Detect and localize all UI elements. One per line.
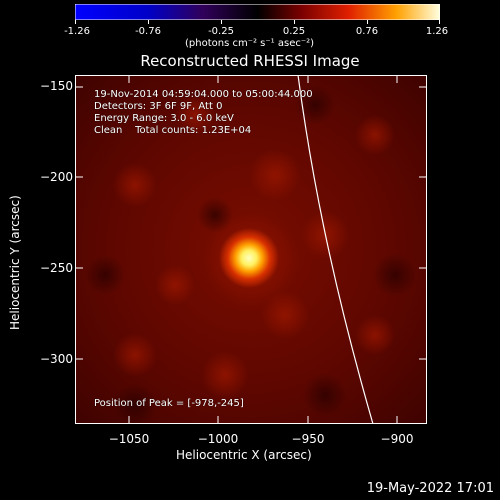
colorbar-tickmark (75, 20, 76, 24)
x-axis-label: Heliocentric X (arcsec) (176, 448, 312, 462)
time-range-label: 19-Nov-2014 04:59:04.000 to 05:00:44.000 (94, 89, 313, 100)
colorbar-tickmark (439, 20, 440, 24)
solar-image (75, 75, 427, 424)
colorbar-tick-label: 1.26 (425, 26, 449, 37)
x-tick-label: −1000 (197, 432, 239, 446)
footer-timestamp: 19-May-2022 17:01 (366, 481, 494, 496)
colorbar-tickmark (148, 20, 149, 24)
colorbar (75, 4, 440, 20)
colorbar-unit: (photons cm⁻² s⁻¹ asec⁻²) (185, 38, 315, 49)
y-axis-label: Heliocentric Y (arcsec) (8, 195, 22, 330)
energy-range-label: Energy Range: 3.0 - 6.0 keV (94, 113, 234, 124)
colorbar-tick-label: 0.76 (355, 26, 379, 37)
x-tick-label: −950 (291, 432, 325, 446)
detectors-label: Detectors: 3F 6F 9F, Att 0 (94, 101, 223, 112)
clean-counts-label: Clean Total counts: 1.23E+04 (94, 125, 252, 136)
flare-source (219, 228, 279, 288)
colorbar-tickmark (367, 20, 368, 24)
solar-limb (297, 75, 374, 424)
y-tick-label: −200 (40, 170, 73, 184)
colorbar-tick-label: -0.76 (135, 26, 161, 37)
colorbar-tick-label: -1.26 (64, 26, 90, 37)
x-tick-label: −900 (380, 432, 414, 446)
colorbar-tickmark (221, 20, 222, 24)
y-tick-label: −250 (40, 261, 73, 275)
y-tick-label: −300 (40, 352, 73, 366)
axis-ticks (75, 75, 427, 424)
x-tick-label: −1050 (108, 432, 150, 446)
colorbar-tick-label: -0.25 (208, 26, 234, 37)
peak-position-label: Position of Peak = [-978,-245] (94, 398, 244, 409)
colorbar-tickmark (294, 20, 295, 24)
colorbar-tick-label: 0.25 (282, 26, 306, 37)
plot-title: Reconstructed RHESSI Image (140, 52, 360, 70)
y-tick-label: −150 (40, 79, 73, 93)
